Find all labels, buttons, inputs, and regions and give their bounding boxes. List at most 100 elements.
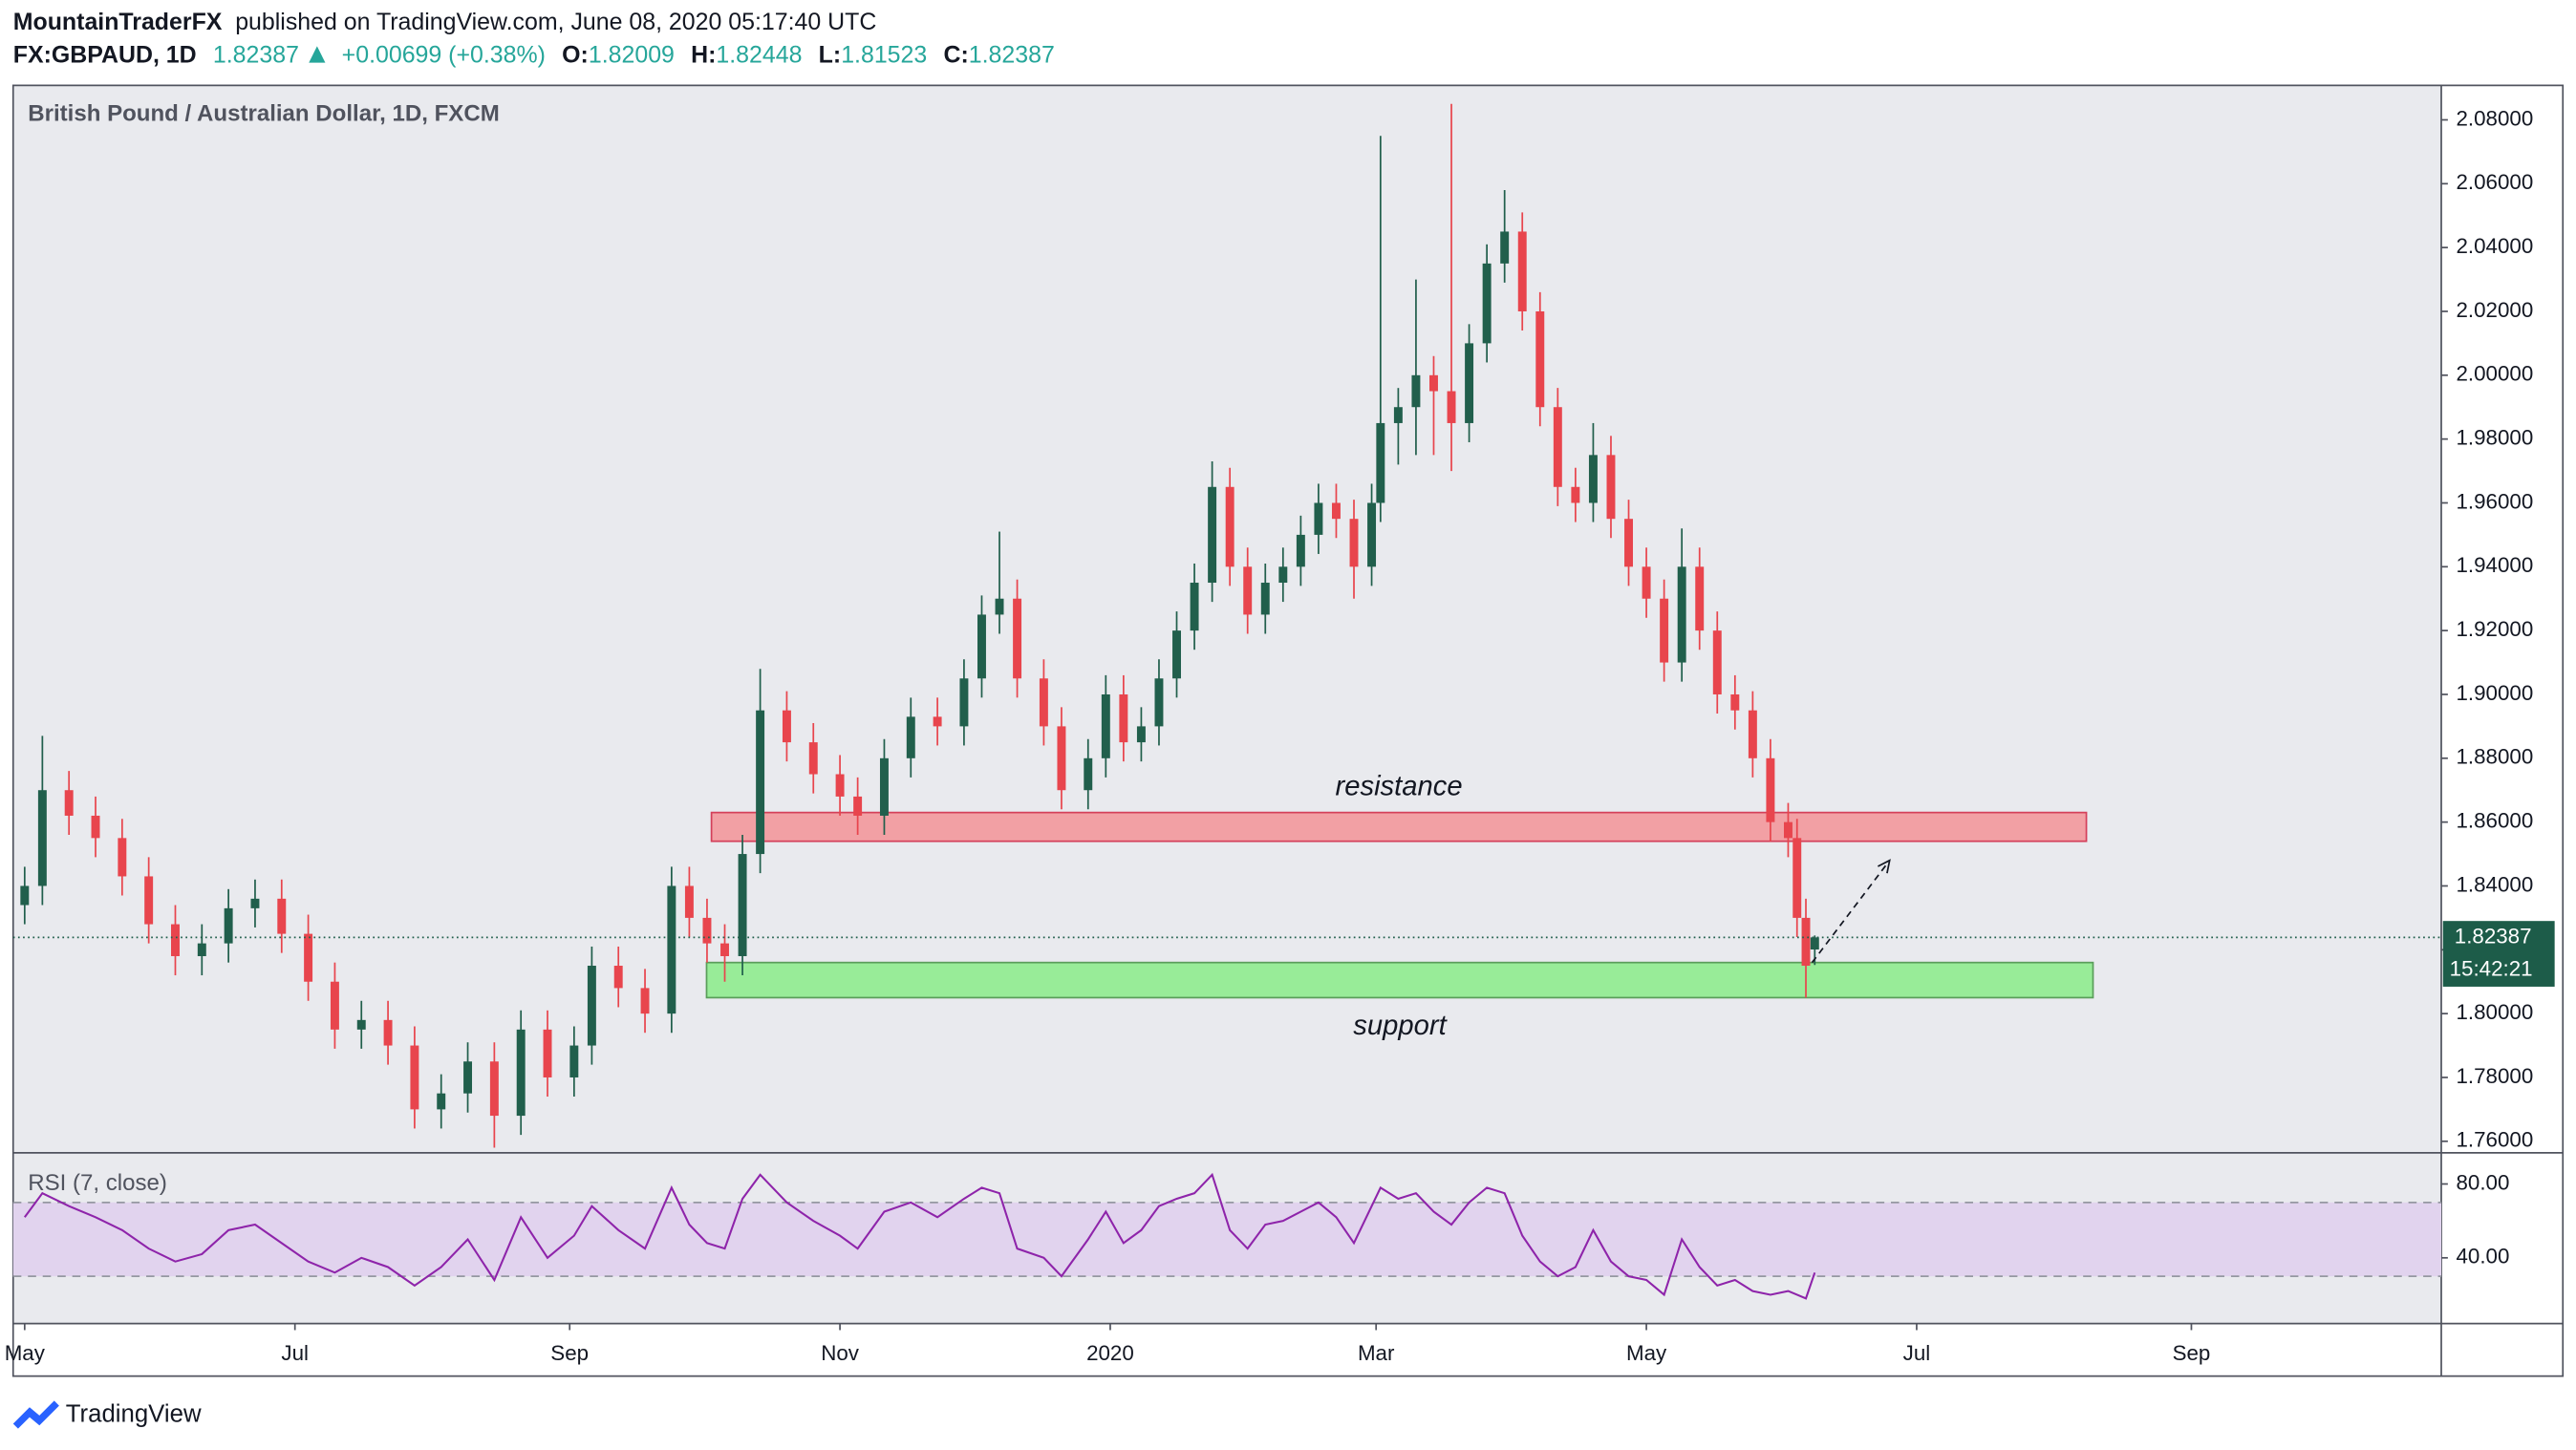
- candle-body: [1119, 693, 1128, 743]
- x-tick-label: Mar: [1358, 1341, 1395, 1365]
- candle-body: [835, 774, 845, 797]
- candle-body: [1642, 566, 1651, 599]
- x-tick-label: Nov: [821, 1341, 860, 1365]
- candle-body: [808, 742, 818, 775]
- candle-body: [906, 716, 915, 758]
- ohlc-value: 1.82448: [716, 41, 802, 68]
- candle-body: [782, 710, 791, 743]
- candle-body: [1393, 407, 1403, 423]
- change: +0.00699 (+0.38%): [342, 41, 546, 68]
- candle-body: [1660, 598, 1669, 663]
- candle-body: [1517, 231, 1527, 311]
- candle-body: [1331, 502, 1341, 520]
- y-tick-label: 1.98000: [2456, 426, 2533, 450]
- rsi-title: RSI (7, close): [28, 1170, 167, 1196]
- candle-body: [1535, 310, 1545, 408]
- y-tick-label: 1.90000: [2456, 681, 2533, 705]
- x-tick-label: Sep: [550, 1341, 589, 1365]
- rsi-line: [23, 1172, 1816, 1300]
- ohlc-value: 1.81523: [841, 41, 927, 68]
- candle-body: [20, 885, 30, 906]
- author: MountainTraderFX: [13, 9, 223, 35]
- y-tick-label: 1.96000: [2456, 489, 2533, 513]
- candle-body: [1314, 502, 1323, 535]
- candle-body: [1172, 630, 1181, 679]
- candle-body: [702, 917, 712, 944]
- candle-body: [250, 898, 260, 908]
- x-tick-label: May: [1626, 1341, 1667, 1365]
- candle-body: [64, 790, 74, 816]
- countdown-label: 15:42:21: [2450, 957, 2533, 981]
- symbol: FX:GBPAUD, 1D: [13, 41, 197, 68]
- last-price-label: 1.82387: [2455, 924, 2532, 948]
- y-tick-label: 2.04000: [2456, 234, 2533, 258]
- candle-body: [1429, 374, 1438, 392]
- published: published on TradingView.com, June 08, 2…: [235, 9, 876, 35]
- logo-text: TradingView: [66, 1401, 202, 1428]
- candle-body: [1447, 391, 1456, 423]
- candle-body: [1013, 598, 1022, 679]
- logo: TradingView: [12, 1400, 202, 1429]
- logo-mark: [12, 1400, 59, 1429]
- y-tick-label: 1.80000: [2456, 1000, 2533, 1024]
- candle-body: [1349, 519, 1359, 567]
- chart-layer: resistance support 1.76000 1.78000 1.80000 1.…: [5, 103, 2555, 1365]
- candle-body: [330, 981, 339, 1030]
- ohlc-label: L:: [819, 41, 842, 68]
- y-tick-label: 2.00000: [2456, 362, 2533, 386]
- candle-body: [1624, 519, 1633, 567]
- last-price-box: [2442, 921, 2555, 987]
- y-tick-label: 1.88000: [2456, 745, 2533, 769]
- y-tick-label: 1.78000: [2456, 1064, 2533, 1088]
- candle-body: [1482, 263, 1492, 344]
- y-tick-label: 2.02000: [2456, 298, 2533, 322]
- candle-body: [1571, 486, 1580, 503]
- chart-title: British Pound / Australian Dollar, 1D, F…: [28, 101, 500, 127]
- ohlc-value: 1.82387: [969, 41, 1055, 68]
- y-tick-label: 2.06000: [2456, 170, 2533, 194]
- candle-body: [410, 1045, 419, 1110]
- candle-body: [1296, 534, 1305, 567]
- y-tick-label: 1.94000: [2456, 553, 2533, 577]
- candle-body: [1278, 566, 1288, 584]
- candle-body: [1792, 838, 1802, 918]
- candle-body: [569, 1045, 579, 1077]
- candle-body: [684, 885, 694, 918]
- candle-body: [1730, 693, 1740, 711]
- y-tick-label: 80.00: [2456, 1170, 2509, 1194]
- header-line-2: FX:GBPAUD, 1D 1.82387 +0.00699 (+0.38%) …: [13, 41, 1055, 68]
- header-line-1: MountainTraderFX published on TradingVie…: [13, 9, 877, 35]
- x-tick-label: Sep: [2173, 1341, 2211, 1365]
- candle-body: [720, 943, 729, 956]
- x-tick-label: 2020: [1086, 1341, 1134, 1365]
- y-tick-label: 40.00: [2456, 1245, 2509, 1269]
- candle-body: [933, 716, 942, 727]
- candle-body: [667, 885, 676, 1014]
- y-tick-label: 1.76000: [2456, 1128, 2533, 1152]
- candle-body: [1243, 566, 1253, 615]
- candle-body: [277, 898, 287, 934]
- candle-body: [171, 924, 180, 956]
- candle-body: [1695, 566, 1705, 631]
- candle-body: [613, 966, 623, 989]
- zone-label: support: [1353, 1011, 1448, 1041]
- candle-body: [37, 790, 47, 886]
- ohlc-label: O:: [562, 41, 589, 68]
- candle-body: [1057, 726, 1066, 791]
- candle-body: [1588, 455, 1598, 503]
- x-tick-label: Jul: [281, 1341, 309, 1365]
- candle-body: [640, 988, 650, 1014]
- candle-body: [1500, 231, 1510, 264]
- candle-body: [977, 614, 986, 679]
- y-tick-label: 1.84000: [2456, 872, 2533, 896]
- candle-body: [756, 710, 765, 855]
- x-tick-label: Jul: [1903, 1341, 1931, 1365]
- ohlc-label: H:: [691, 41, 716, 68]
- y-tick-label: 1.92000: [2456, 617, 2533, 641]
- x-tick-label: May: [5, 1341, 46, 1365]
- candle-body: [144, 876, 154, 925]
- arrow-head: [1878, 859, 1891, 874]
- candle-body: [1039, 678, 1048, 727]
- candle-body: [853, 796, 863, 816]
